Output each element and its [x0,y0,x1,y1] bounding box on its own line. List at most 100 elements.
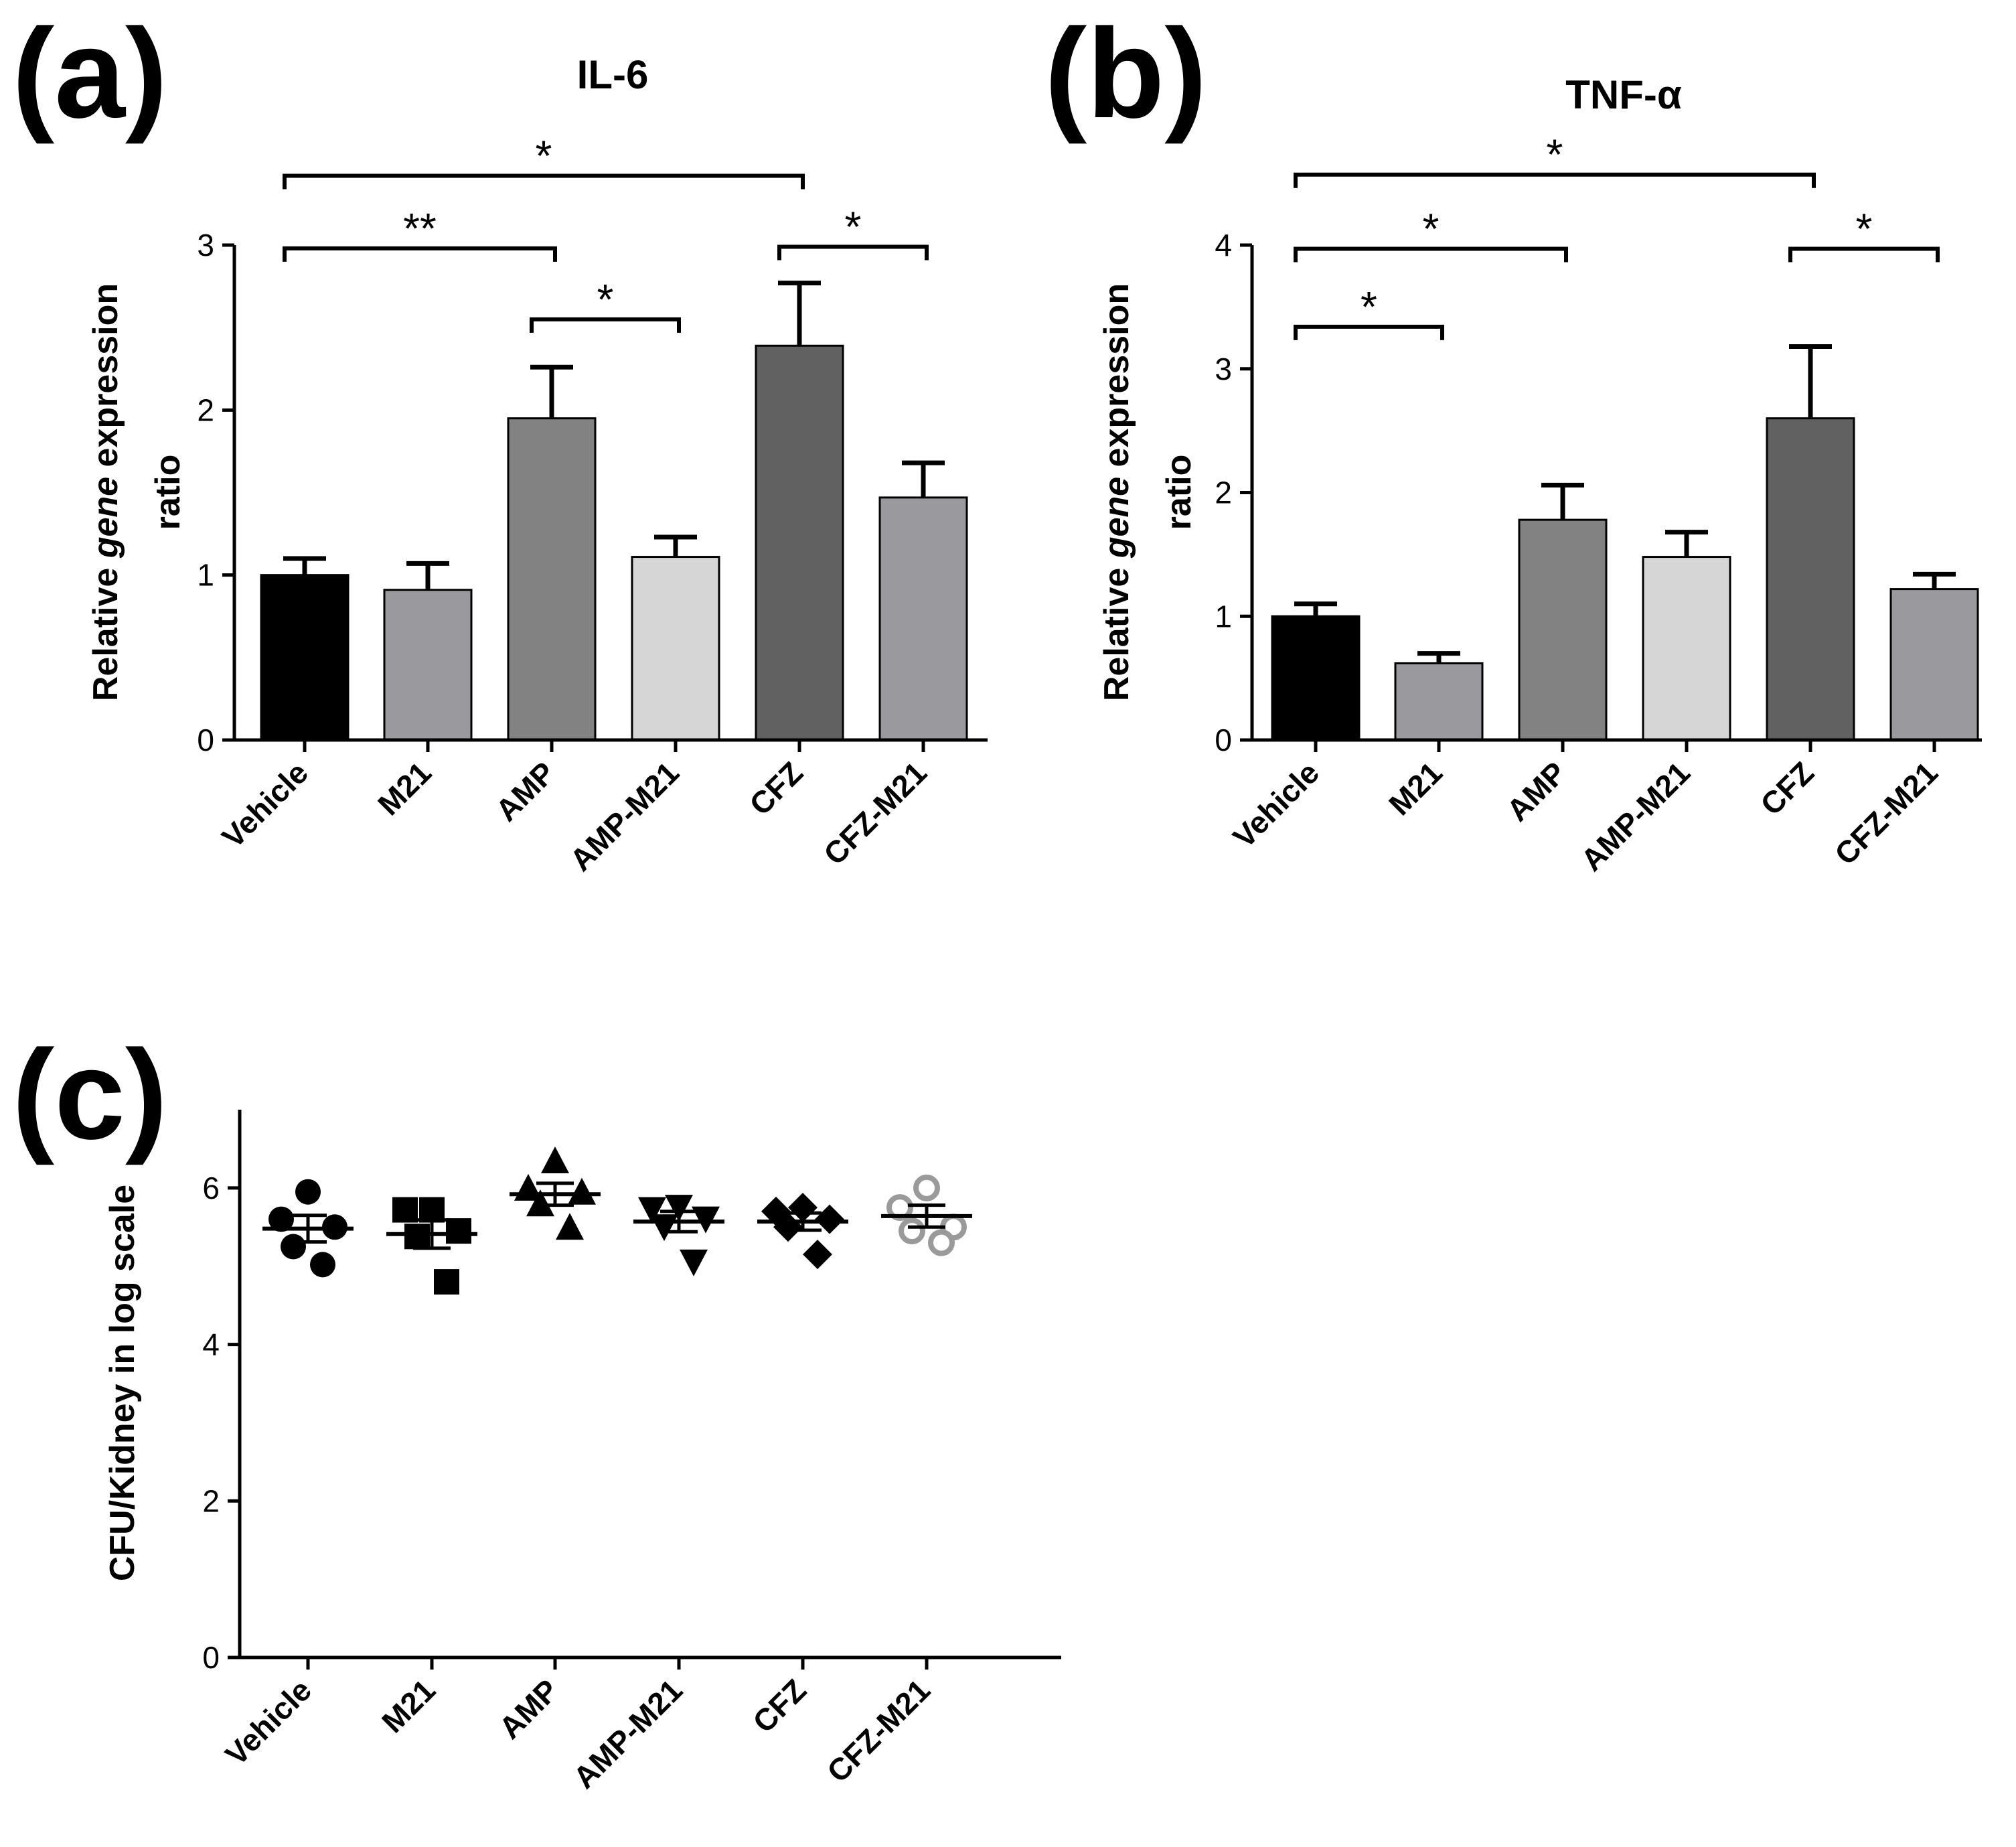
x-tick-label: M21 [1382,755,1449,822]
data-point [803,1240,832,1270]
x-tick-label: Vehicle [215,755,315,855]
y-axis-label-prefix: Relative [1097,558,1136,701]
y-tick-label: 2 [1215,475,1232,510]
significance-label: * [1856,205,1873,253]
significance-label: * [597,275,614,323]
y-axis-label: Relative gene expression [1097,283,1136,701]
y-tick-label: 1 [1215,599,1232,634]
x-tick-label: Vehicle [1226,755,1326,855]
significance-label: ** [403,204,437,252]
y-tick-label: 4 [202,1327,220,1362]
x-tick-label: CFZ [743,755,809,822]
chart-title: TNF-α [1565,72,1682,117]
data-point [556,1213,584,1240]
x-tick-label: AMP-M21 [1574,755,1697,877]
x-tick-label: AMP [1500,755,1573,828]
data-point [886,1194,913,1222]
y-axis-label-line2: ratio [149,455,187,530]
data-point [268,1206,294,1232]
data-point [392,1197,418,1223]
data-point [665,1195,693,1222]
y-tick-label: 3 [197,228,214,263]
bar [507,417,597,741]
chart-panel-1: (a) IL-6 Relative gene expression ratio 0 1 2 3… [12,3,988,877]
x-tick-label: CFZ [746,1672,813,1739]
data-point [928,1229,955,1256]
x-tick-label: CFZ-M21 [1828,755,1944,871]
data-point [541,1146,569,1173]
chart-panel-3: (c) CFU/Kidney in log scale 0 2 4 6 Vehicle M21… [12,1024,1061,1795]
chart-panel-2: (b) TNF-α Relative gene expression ratio 0 1 2… [1044,3,1982,877]
data-point [310,1252,335,1278]
y-tick-label: 3 [1215,352,1232,386]
data-point [680,1249,708,1276]
x-tick-label: AMP-M21 [563,755,686,877]
x-tick-label: AMP [492,1672,565,1745]
panel-label: (b) [1044,3,1207,145]
data-point [650,1214,678,1242]
y-tick-label: 4 [1215,228,1232,263]
panel-label: (a) [12,3,167,145]
significance-label: * [536,132,552,180]
y-axis-label-suffix: expression [86,283,125,477]
significance-bracket [283,246,557,262]
bar [878,496,968,741]
y-tick-label: 0 [197,723,214,757]
bar [1642,556,1731,741]
bar [755,344,844,741]
data-point [526,1189,554,1217]
data-point [788,1193,818,1223]
data-point [404,1224,430,1250]
x-tick-label: CFZ [1754,755,1820,822]
x-tick-label: Vehicle [218,1672,318,1772]
y-axis-label-prefix: Relative [86,558,125,701]
significance-label: * [1361,283,1377,331]
significance-bracket [1294,172,1816,188]
x-tick-label: M21 [371,755,438,822]
y-tick-label: 6 [202,1171,220,1205]
panel-label: (c) [12,1024,167,1166]
data-point [295,1179,321,1205]
significance-label: * [845,202,862,250]
y-tick-label: 0 [1215,723,1232,757]
y-axis-label: CFU/Kidney in log scale [103,1185,142,1581]
bar [260,574,350,741]
data-point [899,1217,925,1245]
bar [1394,662,1484,741]
x-tick-label: AMP-M21 [566,1672,689,1795]
data-point [281,1234,306,1260]
y-axis-label-italic: gene [1097,477,1136,559]
x-tick-label: CFZ-M21 [820,1672,937,1789]
bar [1889,588,1979,741]
significance-bracket [777,244,929,261]
data-point [419,1197,445,1223]
bar [631,556,720,741]
significance-bracket [1294,246,1568,263]
bar [383,589,473,741]
significance-bracket [530,317,681,333]
bar [1271,615,1361,741]
y-tick-label: 2 [197,392,214,427]
data-point [913,1174,940,1201]
chart-title: IL-6 [577,52,649,97]
x-tick-label: CFZ-M21 [817,755,933,871]
data-point [638,1197,666,1224]
bar [1518,518,1608,741]
y-axis-label: Relative gene expression [86,283,125,701]
significance-bracket [1788,246,1940,263]
data-point [446,1218,471,1244]
y-axis-label-line2: ratio [1160,455,1198,530]
data-point [434,1269,459,1295]
x-tick-label: AMP [489,755,562,828]
y-axis-label-italic: gene [86,477,125,559]
significance-label: * [1423,205,1440,253]
bar [1766,417,1855,741]
significance-bracket [1294,324,1444,340]
data-point [568,1177,596,1205]
significance-bracket [283,173,805,190]
significance-label: * [1547,131,1563,179]
x-tick-label: M21 [375,1672,442,1739]
y-tick-label: 2 [202,1483,220,1518]
y-axis-label-suffix: expression [1097,283,1136,477]
